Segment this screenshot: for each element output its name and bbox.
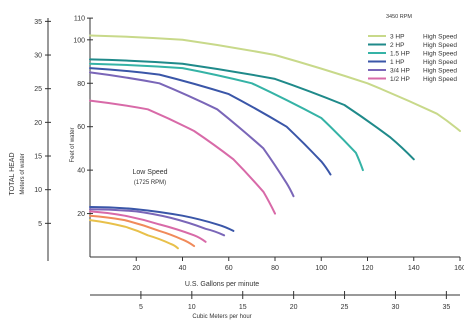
x-axis-gpm-tick-label: 140 [408, 265, 420, 272]
x-axis-gpm-title: U.S. Gallons per minute [185, 281, 259, 288]
pump-curve-line [89, 210, 207, 243]
inner-axis-tick-label: 80 [77, 81, 85, 88]
left-axis-tick-label: 20 [34, 120, 42, 127]
legend-speed-label: High Speed [423, 68, 457, 75]
x-axis-m3h-tick-label: 15 [239, 304, 247, 311]
low-speed-note: Low Speed [132, 169, 167, 176]
left-axis-subtitle: Meters of water [20, 153, 26, 194]
x-axis-m3h-tick-label: 35 [442, 304, 450, 311]
pump-curve-line [89, 206, 235, 232]
legend-hp-label: 3 HP [390, 34, 404, 41]
legend-speed-label: High Speed [423, 76, 457, 83]
pump-curve-line [89, 208, 226, 237]
left-axis-tick-label: 5 [38, 221, 42, 228]
left-axis-tick-label: 25 [34, 86, 42, 93]
pump-curve-line [89, 219, 179, 250]
curves-group [89, 34, 461, 250]
inner-axis-tick-label: 110 [74, 16, 85, 23]
legend-speed-label: High Speed [423, 42, 457, 49]
legend-speed-label: High Speed [423, 34, 457, 41]
legend-speed-label: High Speed [423, 59, 457, 66]
x-axis-m3h-tick-label: 25 [341, 304, 349, 311]
x-axis-m3h-title: Cubic Meters per hour [192, 314, 251, 320]
x-axis-gpm-tick-label: 80 [271, 265, 279, 272]
pump-curve-line [89, 99, 276, 215]
legend-hp-label: 3/4 HP [390, 68, 410, 75]
x-axis-gpm-tick-label: 120 [362, 265, 374, 272]
x-axis-m3h-tick-label: 10 [188, 304, 196, 311]
pump-curve-line [89, 67, 332, 176]
inner-axis-tick-label: 100 [73, 37, 85, 44]
low-speed-rpm-note: (1725 RPM) [134, 180, 166, 186]
x-axis-m3h-tick-label: 5 [139, 304, 143, 311]
inner-axis-tick-label: 40 [77, 168, 85, 175]
left-axis-tick-label: 15 [34, 154, 42, 161]
left-axis-title: TOTAL HEAD [9, 152, 16, 195]
x-axis-gpm-tick-label: 60 [225, 265, 233, 272]
inner-axis-title: Feet of water [70, 127, 76, 162]
left-axis-tick-label: 30 [34, 53, 42, 60]
legend-group: 3 HP High Speed 2 HP High Speed 1.5 HP High S… [368, 34, 457, 83]
x-axis-gpm-tick-label: 160 [454, 265, 464, 272]
legend-hp-label: 2 HP [390, 42, 404, 49]
legend-hp-label: 1.5 HP [390, 51, 410, 58]
x-axis-gpm-tick-label: 40 [179, 265, 187, 272]
left-axis-tick-label: 10 [34, 187, 42, 194]
legend-hp-label: 1 HP [390, 59, 404, 66]
pump-curve-line [89, 58, 415, 161]
axes-group: 5 10 15 20 25 30 35 20 40 60 80 100 110 20 40 60 80 100 12… [34, 16, 464, 311]
rpm-header-label: 3450 RPM [386, 14, 412, 20]
x-axis-gpm-tick-label: 100 [315, 265, 327, 272]
pump-curve-line [89, 34, 461, 132]
pump-curve-line [89, 71, 295, 198]
legend-hp-label: 1/2 HP [390, 76, 410, 83]
left-axis-tick-label: 35 [34, 19, 42, 26]
inner-axis-tick-label: 20 [77, 211, 85, 218]
inner-axis-tick-label: 60 [77, 124, 85, 131]
x-axis-m3h-tick-label: 30 [392, 304, 400, 311]
pump-curve-line [89, 62, 364, 172]
legend-speed-label: High Speed [423, 51, 457, 58]
pump-curve-line [89, 214, 196, 248]
x-axis-m3h-tick-label: 20 [290, 304, 298, 311]
x-axis-gpm-tick-label: 20 [132, 265, 140, 272]
